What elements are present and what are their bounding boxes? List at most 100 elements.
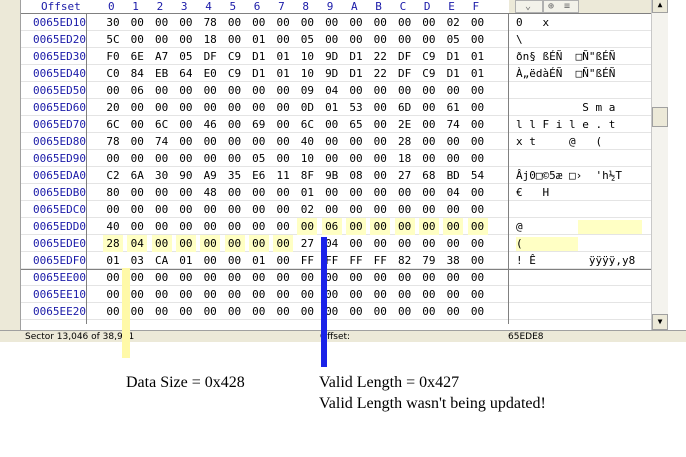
hex-byte[interactable]: 00 <box>325 271 339 284</box>
hex-byte[interactable]: 00 <box>179 220 193 233</box>
hex-byte[interactable]: 06 <box>130 84 144 97</box>
hex-byte[interactable]: 00 <box>252 288 266 301</box>
hex-byte[interactable]: 00 <box>470 305 485 318</box>
hex-byte[interactable]: 00 <box>470 254 485 267</box>
hex-byte[interactable]: 54 <box>470 169 485 182</box>
hex-byte[interactable]: 00 <box>300 271 315 284</box>
hex-byte[interactable]: 27 <box>300 237 315 250</box>
hex-byte[interactable]: C9 <box>422 50 436 63</box>
hex-byte[interactable]: 90 <box>179 169 193 182</box>
hex-byte[interactable]: 00 <box>373 237 387 250</box>
hex-byte[interactable]: 2E <box>397 118 412 131</box>
hex-byte[interactable]: 00 <box>349 16 363 29</box>
hex-byte[interactable]: 9B <box>325 169 339 182</box>
hex-byte[interactable]: 00 <box>325 33 339 46</box>
hex-byte[interactable]: 01 <box>470 50 485 63</box>
hex-byte[interactable]: 00 <box>179 16 193 29</box>
hex-byte[interactable]: 00 <box>106 305 120 318</box>
hex-byte[interactable]: 00 <box>470 101 485 114</box>
hex-byte[interactable]: 9D <box>325 67 339 80</box>
hex-byte[interactable]: 00 <box>151 235 172 252</box>
hex-byte[interactable]: 6D <box>397 101 412 114</box>
hex-byte[interactable]: 78 <box>203 16 217 29</box>
hex-byte[interactable]: 00 <box>373 271 387 284</box>
hex-byte[interactable]: 00 <box>370 218 391 235</box>
hex-byte[interactable]: 00 <box>227 288 242 301</box>
hex-byte[interactable]: 00 <box>227 186 242 199</box>
hex-byte[interactable]: 00 <box>154 84 169 97</box>
hex-byte[interactable]: C9 <box>227 50 242 63</box>
hex-byte[interactable]: 00 <box>373 16 387 29</box>
hex-byte[interactable]: 53 <box>349 101 363 114</box>
hex-byte[interactable]: 00 <box>224 235 245 252</box>
hex-byte[interactable]: 68 <box>422 169 436 182</box>
hex-byte[interactable]: 28 <box>103 235 123 252</box>
ascii-text[interactable]: 0 x <box>516 16 550 29</box>
hex-byte[interactable]: 00 <box>373 288 387 301</box>
hex-byte[interactable]: 00 <box>349 33 363 46</box>
hex-byte[interactable]: 40 <box>300 135 315 148</box>
hex-byte[interactable]: 00 <box>397 33 412 46</box>
hex-byte[interactable]: FF <box>300 254 315 267</box>
hex-byte[interactable]: 00 <box>154 186 169 199</box>
hex-byte[interactable]: 00 <box>300 288 315 301</box>
hex-byte[interactable]: C2 <box>106 169 120 182</box>
hex-byte[interactable]: 00 <box>154 305 169 318</box>
hex-byte[interactable]: 10 <box>300 50 315 63</box>
hex-byte[interactable]: DF <box>397 50 412 63</box>
hex-byte[interactable]: 00 <box>130 152 144 165</box>
hex-byte[interactable]: 01 <box>276 50 290 63</box>
hex-byte[interactable]: 00 <box>325 135 339 148</box>
hex-byte[interactable]: 00 <box>422 203 436 216</box>
hex-byte[interactable]: 00 <box>179 288 193 301</box>
hex-byte[interactable]: 0D <box>300 101 315 114</box>
hex-byte[interactable]: 00 <box>443 218 464 235</box>
hex-byte[interactable]: D1 <box>252 67 266 80</box>
hex-byte[interactable]: 05 <box>252 152 266 165</box>
hex-byte[interactable]: 05 <box>446 33 460 46</box>
hex-byte[interactable]: 00 <box>252 135 266 148</box>
hex-byte[interactable]: E6 <box>252 169 266 182</box>
hex-byte[interactable]: 00 <box>273 235 294 252</box>
hex-byte[interactable]: 00 <box>470 118 485 131</box>
hex-byte[interactable]: D1 <box>349 67 363 80</box>
hex-byte[interactable]: 6A <box>130 169 144 182</box>
hex-byte[interactable]: 00 <box>106 152 120 165</box>
hex-byte[interactable]: 01 <box>106 254 120 267</box>
ascii-text[interactable]: \ <box>516 33 523 46</box>
hex-byte[interactable]: 00 <box>373 152 387 165</box>
hex-byte[interactable]: EB <box>154 67 169 80</box>
hex-byte[interactable]: 00 <box>373 169 387 182</box>
hex-byte[interactable]: 00 <box>470 237 485 250</box>
hex-byte[interactable]: 00 <box>154 101 169 114</box>
ascii-text[interactable]: Âj0□©5æ □› 'h½T <box>516 169 622 182</box>
hex-byte[interactable]: 00 <box>422 16 436 29</box>
hex-byte[interactable]: 00 <box>470 186 485 199</box>
hex-byte[interactable]: 00 <box>422 84 436 97</box>
hex-byte[interactable]: 00 <box>227 305 242 318</box>
hex-byte[interactable]: 05 <box>300 33 315 46</box>
hex-byte[interactable]: 00 <box>179 33 193 46</box>
hex-byte[interactable]: 00 <box>349 305 363 318</box>
hex-byte[interactable]: 11 <box>276 169 290 182</box>
hex-byte[interactable]: 00 <box>349 84 363 97</box>
hex-byte[interactable]: 00 <box>154 288 169 301</box>
hex-byte[interactable]: 00 <box>373 101 387 114</box>
hex-byte[interactable]: 00 <box>130 33 144 46</box>
hex-byte[interactable]: 00 <box>397 186 412 199</box>
hex-byte[interactable]: 00 <box>276 220 290 233</box>
hex-byte[interactable]: 00 <box>179 186 193 199</box>
hex-byte[interactable]: 04 <box>446 186 460 199</box>
hex-byte[interactable]: 00 <box>179 84 193 97</box>
hex-byte[interactable]: 00 <box>300 16 315 29</box>
hex-byte[interactable]: 00 <box>154 220 169 233</box>
hex-byte[interactable]: 00 <box>179 135 193 148</box>
hex-byte[interactable]: 00 <box>373 186 387 199</box>
hex-byte[interactable]: 00 <box>227 16 242 29</box>
hex-byte[interactable]: D1 <box>252 50 266 63</box>
hex-byte[interactable]: 00 <box>252 84 266 97</box>
hex-byte[interactable]: 00 <box>397 305 412 318</box>
hex-byte[interactable]: 00 <box>397 203 412 216</box>
hex-byte[interactable]: 00 <box>325 288 339 301</box>
hex-byte[interactable]: 00 <box>446 305 460 318</box>
